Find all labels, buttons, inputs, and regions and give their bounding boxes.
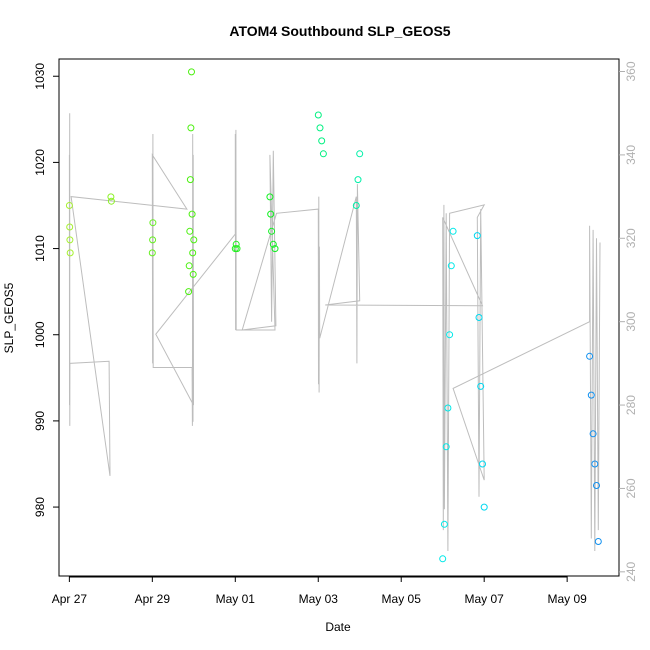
data-point <box>188 68 195 76</box>
data-point <box>352 202 360 209</box>
y-tick-label: 980 <box>33 497 47 517</box>
series-9 <box>473 232 488 511</box>
data-point <box>439 555 447 563</box>
series-10 <box>586 352 602 545</box>
data-point <box>107 197 115 205</box>
data-point <box>266 193 274 201</box>
data-point <box>66 236 74 244</box>
data-point <box>591 460 599 468</box>
x-tick-label: May 01 <box>216 592 256 606</box>
data-point <box>66 223 74 231</box>
series-1 <box>107 193 115 205</box>
x-axis-label: Date <box>325 620 351 634</box>
data-point <box>190 236 198 244</box>
points-layer <box>65 68 602 563</box>
series-6 <box>314 111 327 158</box>
axes-layer: Apr 27 Apr 29 May 01 May 03 May 05 May 07 May … <box>33 61 638 606</box>
right-y-tick-label: 340 <box>624 145 638 165</box>
x-tick-label: May 03 <box>299 592 339 606</box>
data-point <box>271 245 279 253</box>
right-y-tick-label: 300 <box>624 311 638 331</box>
series-5 <box>266 193 279 253</box>
data-point <box>189 249 197 257</box>
data-point <box>587 391 595 399</box>
y-tick-label: 1000 <box>33 321 47 348</box>
data-point <box>267 210 275 218</box>
data-point <box>446 331 454 339</box>
data-point <box>148 249 156 257</box>
chart-title: ATOM4 Southbound SLP_GEOS5 <box>229 23 450 39</box>
right-y-tick-label: 240 <box>624 561 638 581</box>
data-point <box>594 538 602 545</box>
x-tick-label: Apr 27 <box>52 592 88 606</box>
data-point <box>479 460 486 468</box>
data-point <box>185 262 193 270</box>
x-tick-label: May 07 <box>465 592 505 606</box>
data-point <box>473 232 481 240</box>
data-point <box>316 124 324 132</box>
x-tick-label: Apr 29 <box>135 592 171 606</box>
data-point <box>318 137 326 145</box>
series-8 <box>439 227 457 563</box>
x-tick-label: May 05 <box>382 592 422 606</box>
data-point <box>66 249 74 257</box>
y-axis-label: SLP_GEOS5 <box>2 282 16 353</box>
data-point <box>269 240 277 248</box>
data-point <box>149 219 157 227</box>
right-y-tick-label: 260 <box>624 478 638 498</box>
data-point <box>65 202 73 209</box>
data-point <box>444 404 452 412</box>
data-point <box>319 150 327 158</box>
data-point <box>477 382 485 390</box>
data-point <box>185 288 193 296</box>
data-point <box>449 227 457 235</box>
y-tick-label: 990 <box>33 411 47 431</box>
series-2 <box>148 219 157 257</box>
data-point <box>189 270 197 278</box>
data-point <box>447 262 455 270</box>
right-y-tick-label: 360 <box>624 61 638 81</box>
data-point <box>475 314 483 321</box>
data-point <box>186 176 194 184</box>
data-point <box>356 150 364 158</box>
series-4 <box>231 240 241 253</box>
x-tick-label: May 09 <box>547 592 587 606</box>
data-point <box>188 210 196 218</box>
track-layer <box>68 113 601 552</box>
data-point <box>107 193 115 201</box>
data-point <box>354 176 362 184</box>
series-0 <box>65 202 74 257</box>
data-point <box>593 482 600 489</box>
track-line <box>68 113 601 552</box>
data-point <box>186 227 194 235</box>
data-point <box>440 520 448 528</box>
data-point <box>586 352 594 360</box>
series-3 <box>185 68 198 296</box>
y-tick-label: 1010 <box>33 235 47 262</box>
data-point <box>480 503 488 511</box>
y-tick-label: 1030 <box>33 63 47 90</box>
plot-frame <box>58 58 620 577</box>
right-y-tick-label: 320 <box>624 228 638 248</box>
data-point <box>589 430 597 438</box>
series-7 <box>352 150 364 209</box>
data-point <box>442 443 450 451</box>
data-point <box>233 245 241 253</box>
data-point <box>268 227 276 235</box>
data-point <box>314 111 322 119</box>
right-y-tick-label: 280 <box>624 395 638 415</box>
data-point <box>232 240 240 248</box>
data-point <box>187 124 195 132</box>
data-point <box>149 236 157 244</box>
y-tick-label: 1020 <box>33 149 47 176</box>
